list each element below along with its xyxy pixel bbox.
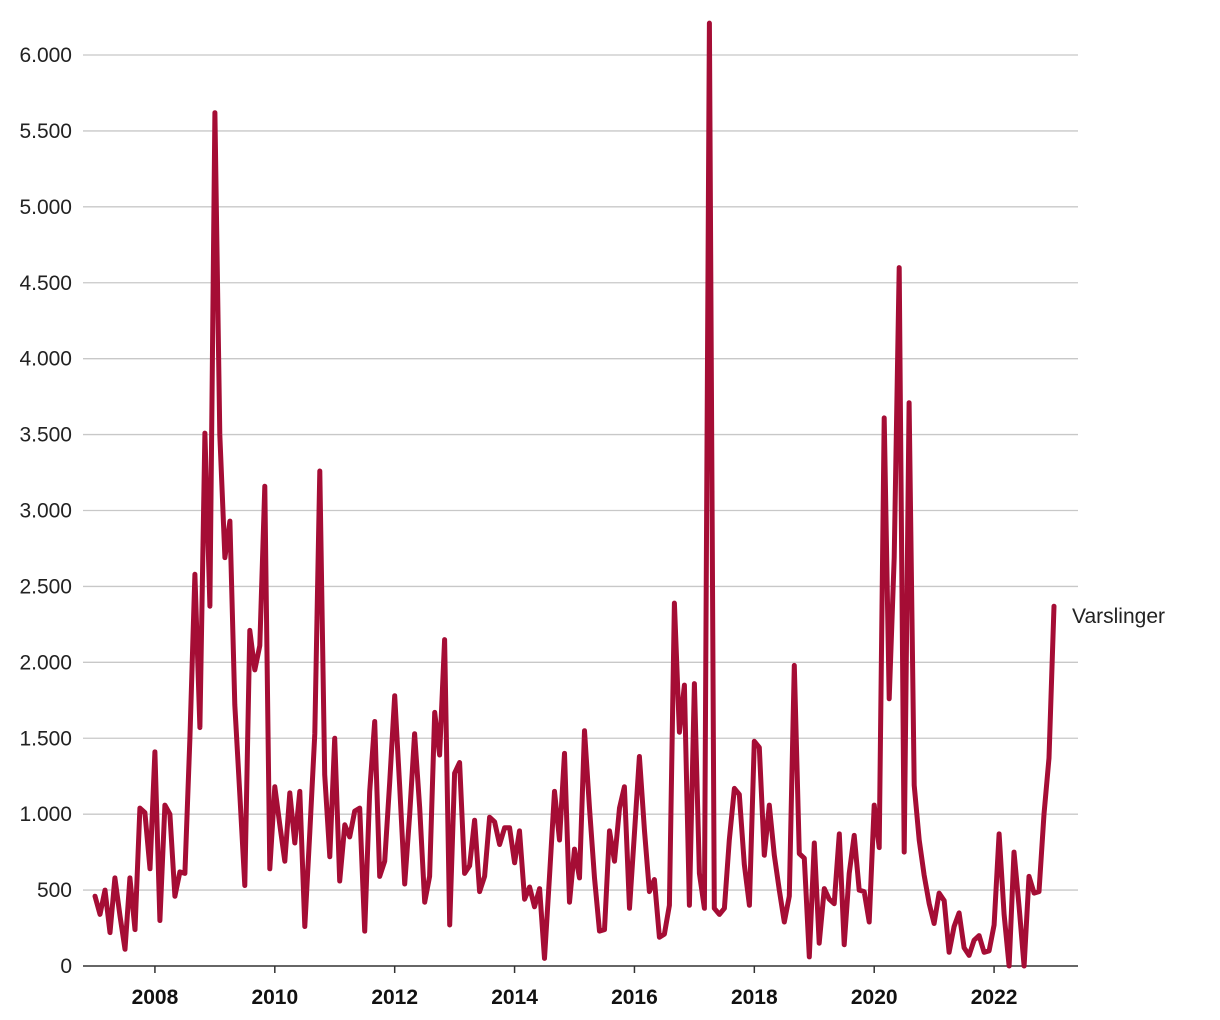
y-tick-label-4000: 4.000 (19, 348, 72, 371)
x-tick-label-2008: 2008 (132, 986, 179, 1009)
x-tick-label-2012: 2012 (371, 986, 418, 1009)
y-tick-label-4500: 4.500 (19, 272, 72, 295)
y-axis-tick-labels: 0 500 1.000 1.500 2.000 2.500 3.000 3.500 4.000 4… (19, 44, 72, 978)
y-tick-label-3500: 3.500 (19, 424, 72, 447)
x-tick-label-2016: 2016 (611, 986, 658, 1009)
series-line-varslinger (92, 20, 1057, 969)
y-tick-label-2000: 2.000 (19, 651, 72, 674)
y-tick-label-1000: 1.000 (19, 803, 72, 826)
x-tick-label-2020: 2020 (851, 986, 898, 1009)
series-layer: Varslinger (92, 20, 1165, 969)
x-axis-ticks: 2008 2010 2012 2014 2016 2018 2020 2022 (132, 966, 1018, 1009)
x-tick-label-2010: 2010 (251, 986, 298, 1009)
y-tick-label-2500: 2.500 (19, 575, 72, 598)
x-tick-label-2014: 2014 (491, 986, 538, 1009)
series-label: Varslinger (1072, 605, 1165, 628)
x-tick-label-2018: 2018 (731, 986, 778, 1009)
gridlines (83, 54, 1078, 891)
x-tick-label-2022: 2022 (971, 986, 1018, 1009)
y-tick-label-3000: 3.000 (19, 500, 72, 523)
y-tick-label-6000: 6.000 (19, 44, 72, 67)
y-tick-label-5500: 5.500 (19, 120, 72, 143)
y-tick-label-5000: 5.000 (19, 196, 72, 219)
y-tick-label-500: 500 (37, 879, 72, 902)
y-tick-label-1500: 1.500 (19, 727, 72, 750)
y-tick-label-0: 0 (60, 955, 72, 978)
